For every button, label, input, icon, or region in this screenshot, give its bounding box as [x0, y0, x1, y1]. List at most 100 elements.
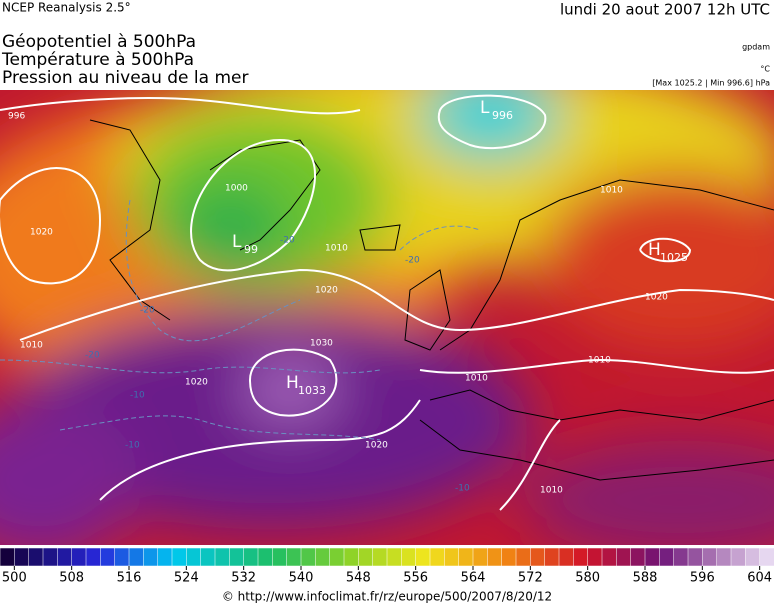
- colorbar-label: 500: [2, 571, 27, 586]
- colorbar-swatch: [458, 547, 474, 567]
- temperature-label: -10: [455, 484, 470, 494]
- colorbar: 500 508 516 524 532 540 548 556 564 572 580 588 596 6…: [0, 547, 774, 586]
- colorbar-swatch: [243, 547, 259, 567]
- colorbar-swatch: [530, 547, 546, 567]
- isobar-label: 1000: [225, 184, 248, 194]
- colorbar-label: 564: [461, 571, 486, 586]
- colorbar-label: 580: [575, 571, 600, 586]
- title: Géopotentiel à 500hPa: [2, 32, 196, 52]
- colorbar-swatch: [200, 547, 216, 567]
- colorbar-swatch: [28, 547, 44, 567]
- isobar-label: 1030: [310, 339, 333, 349]
- colorbar-swatch: [544, 547, 560, 567]
- isobar-label: 1010: [325, 244, 348, 254]
- map: [0, 90, 774, 545]
- footer: © http://www.infoclimat.fr/rz/europe/500…: [222, 590, 552, 604]
- colorbar-swatch: [630, 547, 646, 567]
- source: NCEP Reanalysis 2.5°: [2, 1, 131, 15]
- colorbar-swatch: [214, 547, 231, 567]
- isobar-label: 1010: [20, 341, 43, 351]
- colorbar-swatch: [558, 547, 575, 567]
- colorbar-swatch: [171, 547, 188, 567]
- colorbar-label: 548: [346, 571, 371, 586]
- colorbar-swatch: [501, 547, 517, 567]
- isobar-label: 1010: [465, 374, 488, 384]
- colorbar-swatch: [587, 547, 603, 567]
- isobar-label: 1020: [645, 293, 668, 303]
- colorbar-swatch: [415, 547, 431, 567]
- colorbar-label: 588: [633, 571, 658, 586]
- colorbar-swatch: [128, 547, 145, 567]
- colorbar-swatch: [315, 547, 331, 567]
- temperature-label: -20: [85, 351, 100, 361]
- colorbar-label: 604: [747, 571, 772, 586]
- colorbar-label: 596: [690, 571, 715, 586]
- colorbar-label: 524: [174, 571, 199, 586]
- colorbar-swatch: [730, 547, 747, 567]
- colorbar-swatch: [0, 547, 16, 567]
- temperature-label: -10: [130, 391, 145, 401]
- colorbar-swatch: [114, 547, 130, 567]
- unit: [Max 1025.2 | Min 996.6] hPa: [652, 79, 770, 88]
- colorbar-swatch: [759, 547, 774, 567]
- colorbar-swatch: [673, 547, 689, 567]
- colorbar-swatch: [745, 547, 761, 567]
- colorbar-swatch: [257, 547, 274, 567]
- colorbar-swatch: [157, 547, 173, 567]
- colorbar-label: 508: [59, 571, 84, 586]
- title: Pression au niveau de la mer: [2, 68, 248, 88]
- colorbar-swatch: [429, 547, 446, 567]
- unit: °C: [760, 65, 770, 74]
- isobar-label: 1020: [365, 441, 388, 451]
- colorbar-swatch: [272, 547, 288, 567]
- colorbar-swatch: [601, 547, 618, 567]
- center-letter: H: [648, 240, 661, 260]
- colorbar-swatch: [229, 547, 245, 567]
- colorbar-swatch: [716, 547, 732, 567]
- date: lundi 20 aout 2007 12h UTC: [560, 1, 770, 19]
- center-value: 99: [244, 243, 258, 256]
- colorbar-swatch: [573, 547, 589, 567]
- center-value: 996: [492, 109, 513, 122]
- colorbar-label: 572: [518, 571, 543, 586]
- title: Température à 500hPa: [1, 50, 194, 70]
- isobar-label: 1020: [185, 378, 208, 388]
- colorbar-swatch: [100, 547, 116, 567]
- colorbar-swatch: [71, 547, 87, 567]
- colorbar-swatch: [57, 547, 73, 567]
- colorbar-swatch: [14, 547, 30, 567]
- colorbar-swatch: [329, 547, 345, 567]
- center-letter: L: [232, 232, 242, 252]
- center-letter: H: [286, 373, 299, 393]
- colorbar-swatch: [644, 547, 661, 567]
- colorbar-label: 532: [231, 571, 256, 586]
- colorbar-swatch: [358, 547, 374, 567]
- isobar-label: 996: [8, 112, 25, 122]
- colorbar-swatch: [616, 547, 632, 567]
- colorbar-swatch: [343, 547, 360, 567]
- colorbar-swatch: [143, 547, 159, 567]
- isobar-label: 1010: [540, 486, 563, 496]
- isobar-label: 1020: [30, 228, 53, 238]
- colorbar-swatch: [42, 547, 59, 567]
- center-value: 1025: [660, 251, 688, 264]
- center-letter: L: [480, 98, 490, 118]
- colorbar-swatch: [286, 547, 302, 567]
- colorbar-label: 540: [289, 571, 314, 586]
- temperature-label: -10: [125, 441, 140, 451]
- center-value: 1033: [298, 384, 326, 397]
- colorbar-swatch: [401, 547, 417, 567]
- isobar-label: 1010: [588, 356, 611, 366]
- colorbar-swatch: [186, 547, 202, 567]
- colorbar-swatch: [372, 547, 388, 567]
- colorbar-label: 556: [403, 571, 428, 586]
- colorbar-swatch: [444, 547, 460, 567]
- colorbar-swatch: [659, 547, 675, 567]
- temperature-label: -20: [405, 256, 420, 266]
- temperature-label: -20: [280, 236, 295, 246]
- temperature-label: -20: [140, 306, 155, 316]
- isobar-label: 1010: [600, 186, 623, 196]
- colorbar-swatch: [487, 547, 503, 567]
- colorbar-swatch: [85, 547, 102, 567]
